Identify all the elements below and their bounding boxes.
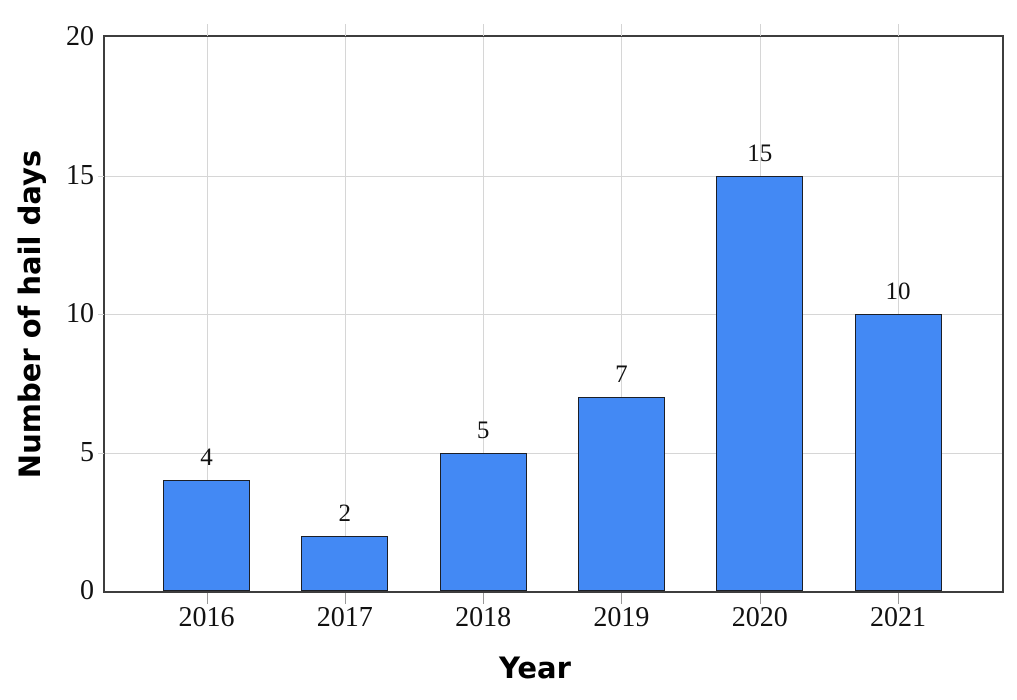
bar-2020 — [716, 175, 804, 591]
bar-value-label: 2 — [338, 499, 352, 527]
bar-value-label: 7 — [615, 361, 628, 389]
gridline-horizontal — [105, 175, 1002, 177]
x-tick-mark-top — [621, 24, 623, 36]
bar-2017 — [301, 535, 389, 591]
gridline-horizontal — [105, 452, 1002, 454]
bar-2018 — [439, 452, 527, 591]
x-tick-mark — [344, 593, 346, 604]
x-axis-label: Year — [499, 651, 571, 685]
bar-value-label: 10 — [885, 278, 911, 305]
gridline-vertical — [344, 37, 346, 591]
y-tick-mark — [98, 175, 104, 177]
bar-value-label: 5 — [476, 416, 490, 444]
x-tick-label: 2018 — [455, 602, 512, 633]
bar-2016 — [163, 480, 250, 591]
y-tick-mark — [98, 314, 104, 315]
gridline-vertical — [621, 37, 623, 591]
x-tick-label: 2016 — [178, 602, 235, 633]
x-tick-mark — [206, 593, 208, 604]
x-tick-mark-top — [344, 24, 346, 36]
x-tick-mark-top — [759, 24, 761, 36]
gridline-vertical — [483, 37, 485, 591]
x-tick-mark-top — [206, 24, 208, 36]
x-tick-label: 2021 — [870, 602, 926, 633]
bar-value-label: 4 — [200, 444, 213, 472]
bar-2019 — [577, 397, 665, 591]
x-tick-label: 2017 — [316, 602, 373, 633]
x-tick-label: 2020 — [731, 602, 788, 633]
y-tick-label: 5 — [80, 436, 94, 468]
y-tick-mark — [98, 452, 104, 454]
x-tick-mark-top — [483, 24, 485, 36]
x-tick-mark — [759, 593, 761, 604]
y-tick-label: 10 — [66, 298, 94, 329]
x-tick-mark — [898, 593, 899, 604]
y-tick-label: 20 — [66, 21, 94, 52]
gridline-vertical — [206, 37, 208, 591]
x-tick-mark — [483, 593, 485, 604]
bar-value-label: 15 — [747, 139, 773, 167]
x-tick-mark-top — [898, 24, 899, 36]
plot-area — [105, 37, 1002, 591]
x-tick-label: 2019 — [593, 602, 650, 633]
x-tick-mark — [621, 593, 623, 604]
y-tick-label: 15 — [66, 159, 94, 191]
gridline-horizontal — [105, 314, 1002, 315]
y-tick-label: 0 — [80, 575, 94, 606]
bar-2021 — [854, 314, 942, 591]
